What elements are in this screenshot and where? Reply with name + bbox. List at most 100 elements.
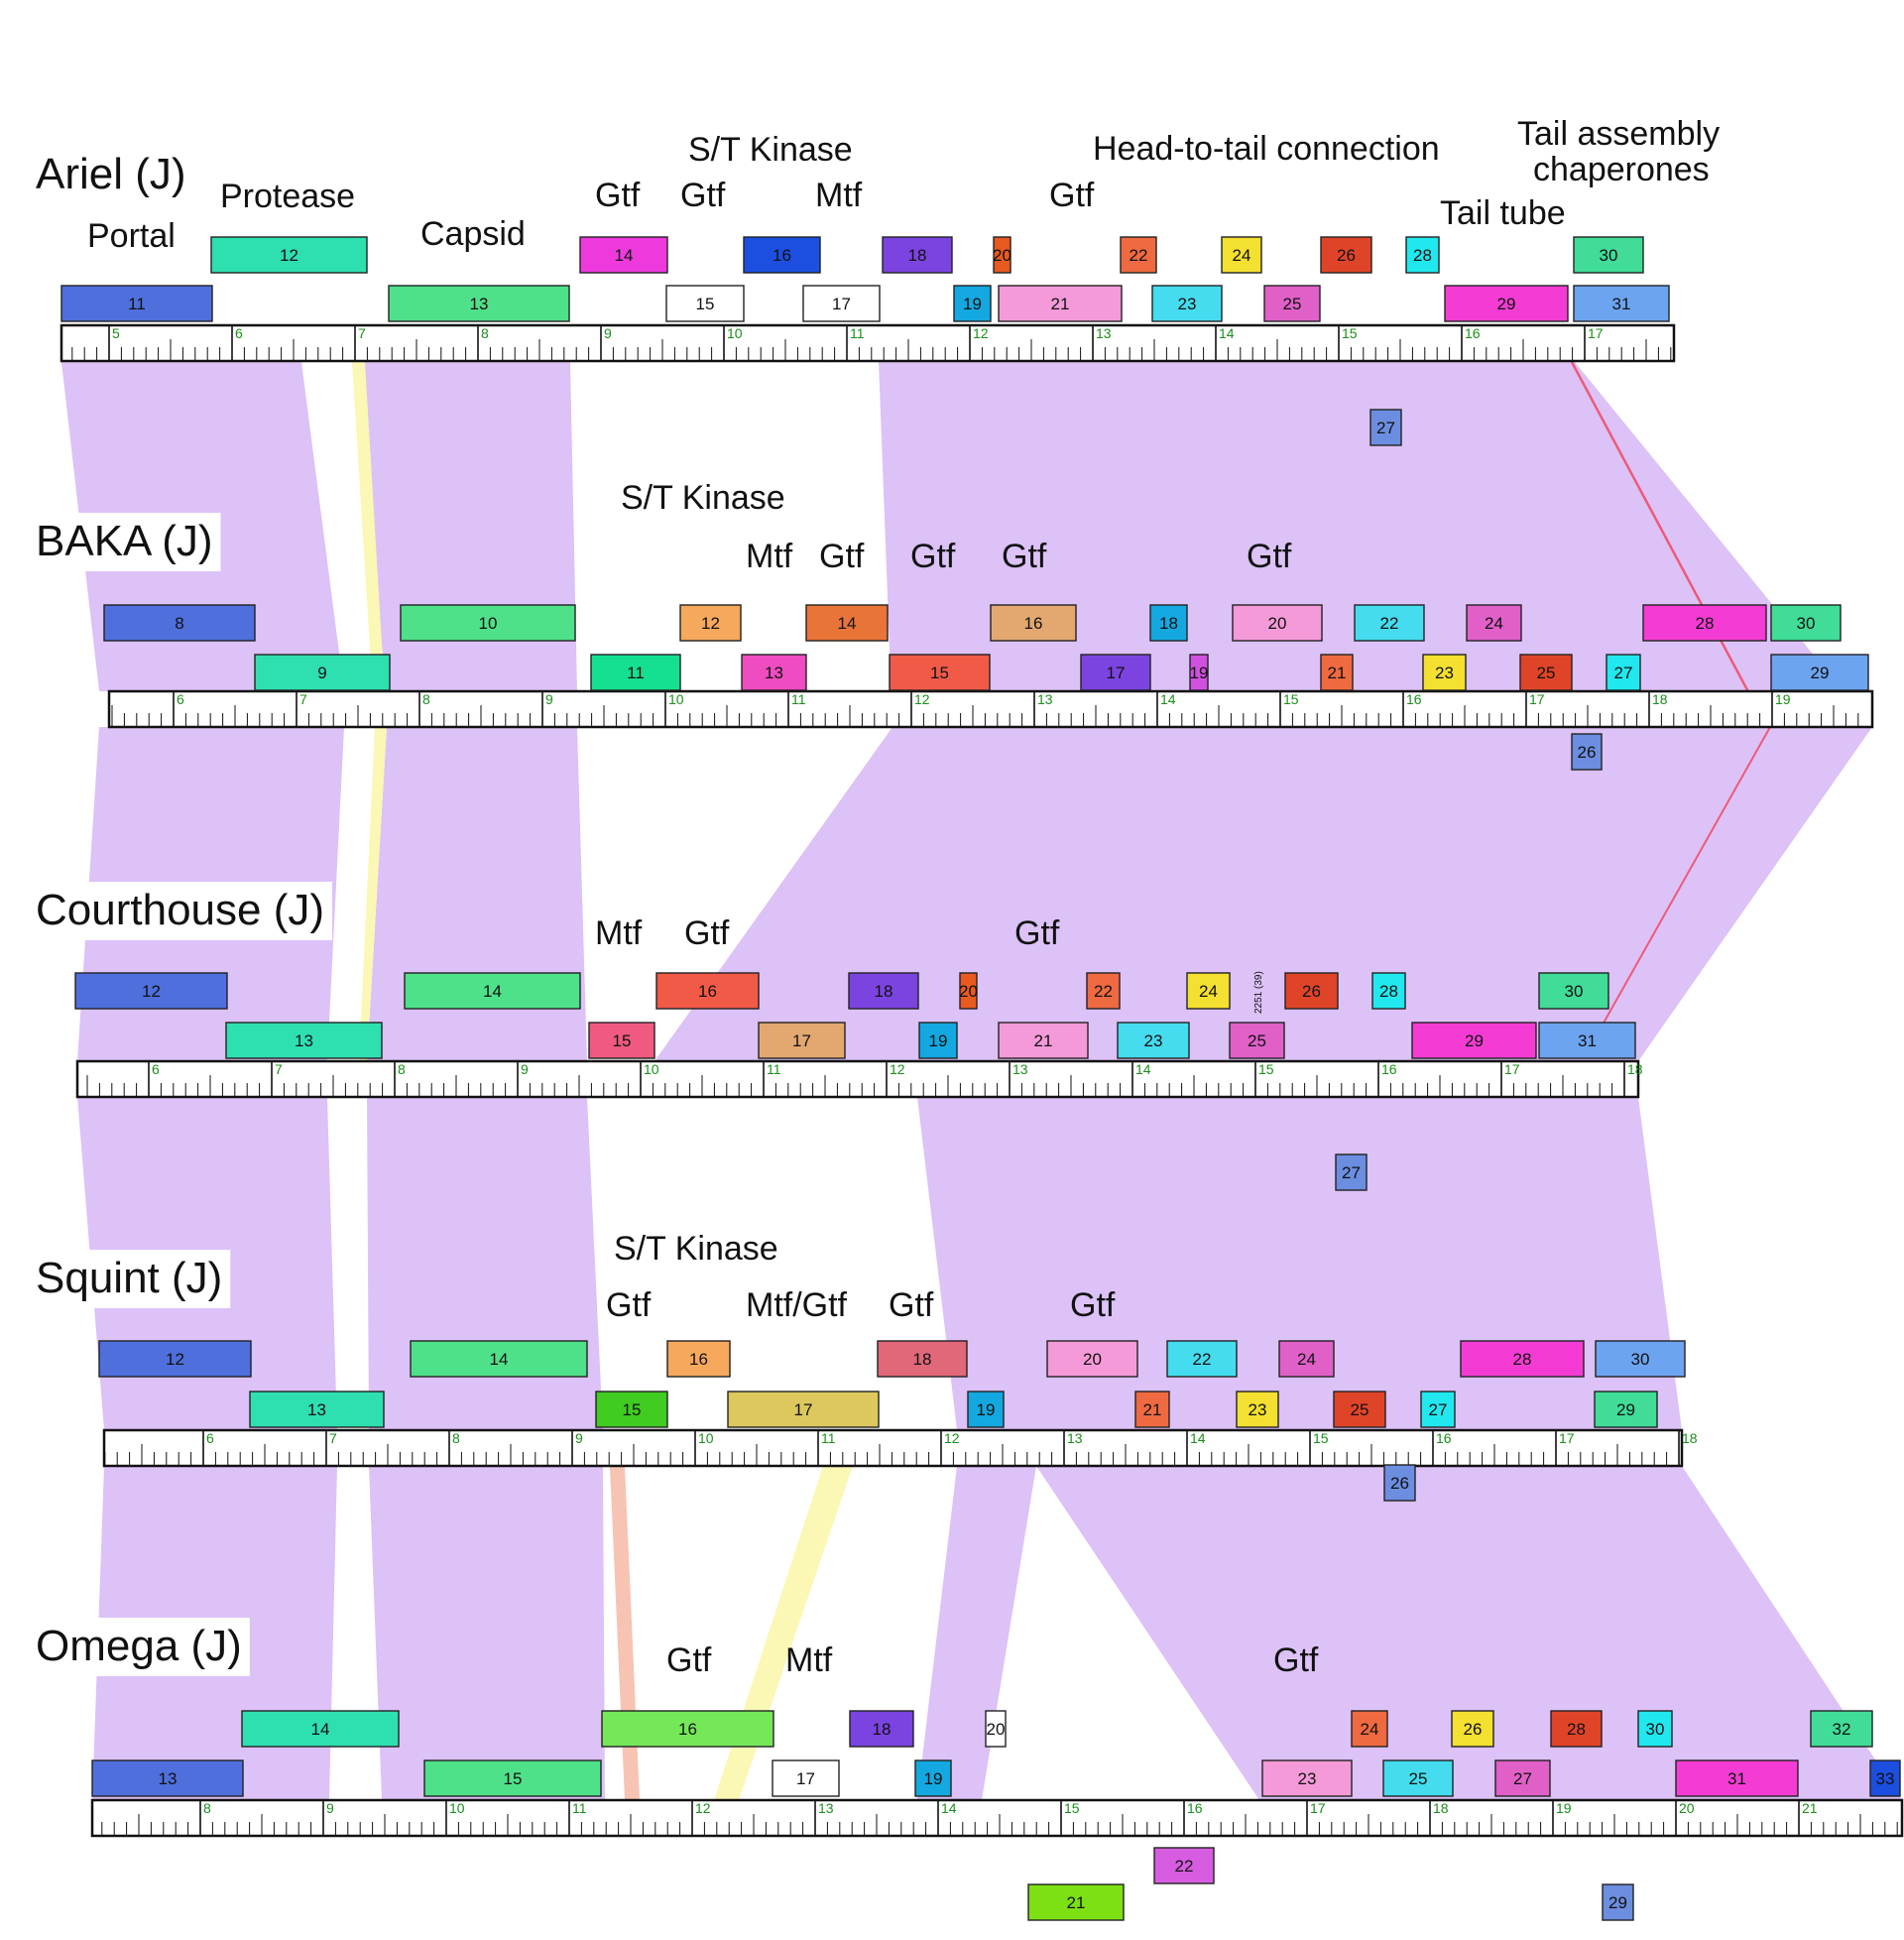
tick-label-kbp: 10	[727, 325, 743, 341]
tick-label-kbp: 12	[944, 1430, 960, 1446]
gene-box: 15	[588, 1022, 655, 1059]
gene-body	[727, 1391, 880, 1428]
tick-label-kbp: 7	[275, 1061, 283, 1077]
function-label: Gtf	[684, 914, 730, 952]
link-squint-omega-yellow	[714, 1466, 853, 1800]
gene-body	[1351, 1710, 1388, 1748]
gene-number: 27	[1342, 1163, 1361, 1182]
tick-label-kbp: 15	[1313, 1430, 1329, 1446]
gene-box: 22	[1354, 604, 1425, 642]
tick-label-kbp: 18	[1433, 1800, 1449, 1816]
function-label: Gtf	[680, 177, 726, 214]
function-label: Head-to-tail connection	[1093, 130, 1440, 168]
tick-label-kbp: 14	[1135, 1061, 1151, 1077]
gene-body	[1120, 236, 1157, 274]
ruler-courthouse: 6 7 8 9 10 11 12 13 14 15 16 17 18	[75, 1059, 1643, 1099]
gene-number: 15	[623, 1400, 642, 1419]
gene-number: 31	[1727, 1769, 1746, 1788]
gene-body	[1494, 1759, 1551, 1797]
gene-box: 21	[1320, 654, 1354, 691]
gene-number: 27	[1513, 1769, 1532, 1788]
tick-label-kbp: 7	[358, 325, 366, 341]
gene-box: 29	[1444, 285, 1569, 322]
gene-number: 22	[1094, 982, 1113, 1001]
tick-label-kbp: 20	[1679, 1800, 1695, 1816]
tick-label-kbp: 8	[422, 691, 430, 707]
link-ariel-baka-3	[879, 362, 1872, 727]
gene-number: 20	[1083, 1350, 1102, 1369]
link-red-ariel-baka	[1570, 361, 1769, 728]
function-label: Mtf	[785, 1641, 833, 1679]
link-baka-court-2	[367, 727, 587, 1061]
phage-name-omega: Omega (J)	[30, 1618, 250, 1676]
link-ariel-baka-yellow	[352, 362, 387, 727]
tick-label-kbp: 11	[791, 691, 806, 707]
gene-body	[1595, 1340, 1686, 1378]
function-label: S/T Kinase	[688, 131, 853, 169]
gene-box: 31	[1538, 1022, 1636, 1059]
gene-body	[1117, 1022, 1190, 1059]
tick-label-kbp: 6	[235, 325, 243, 341]
tick-label-kbp: 16	[1406, 691, 1422, 707]
phage-name-baka: BAKA (J)	[30, 513, 221, 571]
function-label: Mtf/Gtf	[746, 1286, 848, 1324]
tick-label-kbp: 7	[299, 691, 307, 707]
ruler-squint: 6 7 8 9 10 11 12 13 14 15 16 17 18	[102, 1428, 1698, 1468]
gene-number: 29	[1616, 1400, 1635, 1419]
gene-number: 11	[128, 295, 146, 313]
gene-number: 15	[613, 1031, 632, 1050]
gene-box: 22	[1120, 236, 1157, 274]
gene-number: 15	[504, 1769, 523, 1788]
phage-name-plate	[30, 1618, 250, 1676]
gene-body	[410, 1340, 588, 1378]
ruler-frame	[60, 323, 1676, 363]
tick-label-kbp: 17	[1529, 691, 1545, 707]
function-label: Gtf	[1002, 538, 1047, 575]
phage-name-plate	[30, 513, 221, 571]
gene-body	[914, 1759, 952, 1797]
gene-box: 14	[579, 236, 668, 274]
tick-label-kbp: 9	[521, 1061, 529, 1077]
function-label: chaperones	[1533, 151, 1710, 188]
gene-body	[595, 1391, 668, 1428]
gene-box: 21	[998, 285, 1123, 322]
gene-body	[1444, 285, 1569, 322]
gene-body	[998, 285, 1123, 322]
gene-number: 20	[987, 1720, 1006, 1739]
gene-number: 14	[615, 246, 634, 265]
gene-number: 21	[1328, 664, 1347, 682]
gene-body	[1221, 236, 1262, 274]
gene-box: 19	[1189, 654, 1209, 691]
gene-number: 18	[913, 1350, 932, 1369]
gene-box: 23	[1422, 654, 1467, 691]
gene-box: 12	[679, 604, 742, 642]
gene-body	[1153, 1847, 1215, 1884]
gene-body	[579, 236, 668, 274]
gene-body	[655, 972, 760, 1010]
gene-box: 27	[1335, 1153, 1368, 1191]
gene-number: 23	[1178, 295, 1197, 313]
gene-body	[1320, 654, 1354, 691]
gene-body	[985, 1710, 1007, 1748]
phage-name: Courthouse (J)	[36, 886, 324, 934]
gene-box: 13	[388, 285, 570, 322]
gene-number: 11	[627, 664, 645, 682]
tick-label-kbp: 6	[177, 691, 184, 707]
phage-name: BAKA (J)	[36, 517, 213, 565]
gene-box: 15	[889, 654, 991, 691]
gene-body	[404, 972, 581, 1010]
function-label: Gtf	[889, 1286, 934, 1324]
gene-body	[877, 1340, 968, 1378]
function-label: Mtf	[595, 914, 643, 952]
gene-box: 27	[1369, 409, 1402, 446]
tick-label-kbp: 8	[452, 1430, 460, 1446]
gene-box: 9	[254, 654, 391, 691]
ruler-frame	[75, 1059, 1640, 1099]
gene-body	[1086, 972, 1121, 1010]
gene-body	[103, 604, 256, 642]
gene-body	[967, 1391, 1005, 1428]
gene-body	[1594, 1391, 1658, 1428]
tick-label-kbp: 9	[604, 325, 612, 341]
phage-name-plate	[30, 146, 194, 204]
gene-box: 28	[1550, 1710, 1603, 1748]
